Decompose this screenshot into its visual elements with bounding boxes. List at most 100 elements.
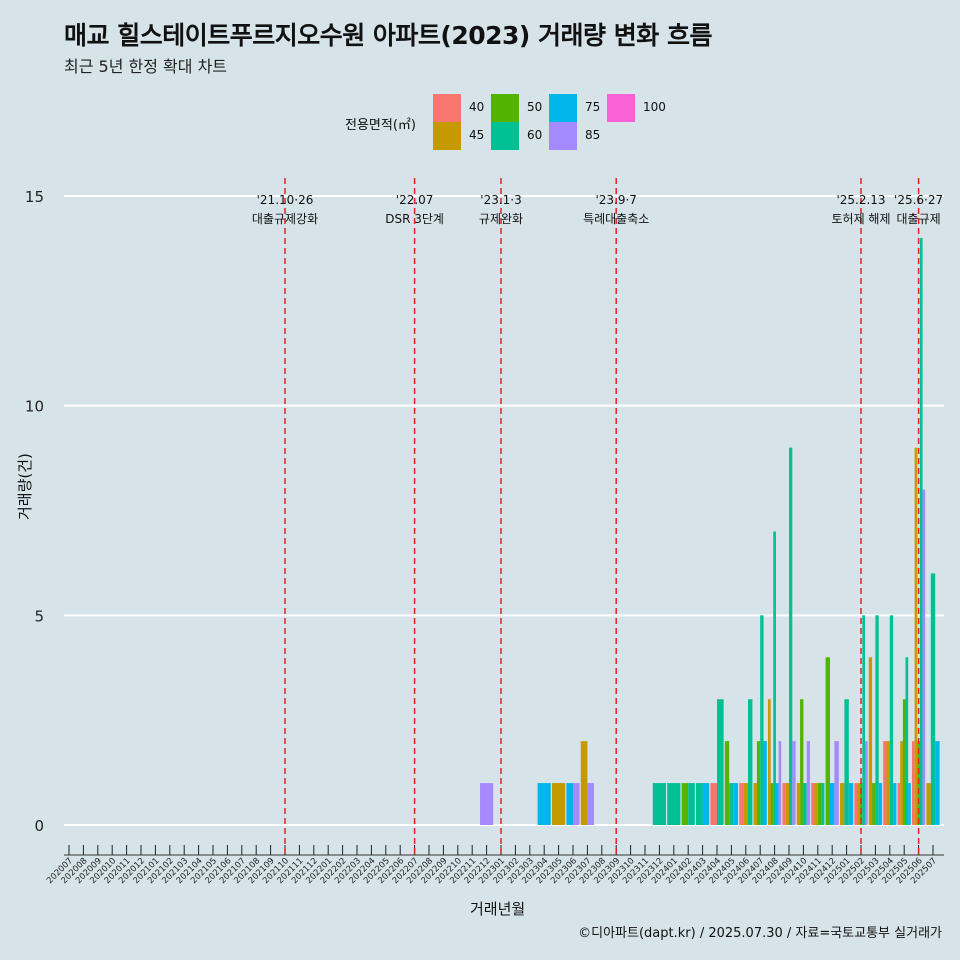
chart-subtitle: 최근 5년 한정 확대 차트 xyxy=(64,57,228,76)
bar-45-202504 xyxy=(886,741,890,825)
bar-60-202507 xyxy=(930,573,936,825)
bar-75-202412 xyxy=(829,783,835,825)
legend-label: 40 xyxy=(469,100,485,114)
bar-60-202312 xyxy=(652,783,667,825)
legend-swatch xyxy=(549,122,577,150)
bar-50-202407 xyxy=(756,741,761,825)
bar-85-202307 xyxy=(587,783,595,825)
legend-swatch xyxy=(549,94,577,122)
legend-title: 전용면적(㎡) xyxy=(345,118,416,133)
annotation-label: 규제완화 xyxy=(479,212,523,226)
bar-45-202409 xyxy=(785,783,789,825)
bar-85-202409 xyxy=(792,741,796,825)
bar-60-202410 xyxy=(803,783,807,825)
bar-45-202502 xyxy=(857,783,860,825)
annotation-label: DSR 3단계 xyxy=(385,212,444,226)
bar-45-202507 xyxy=(926,783,931,825)
bar-60-202402 xyxy=(688,783,695,825)
bar-60-202407 xyxy=(760,615,764,825)
bar-75-202405 xyxy=(733,783,739,825)
bar-45-202503 xyxy=(868,657,873,825)
bar-45-202305 xyxy=(551,783,566,825)
legend-label: 45 xyxy=(469,128,485,142)
bar-85-202408 xyxy=(778,741,782,825)
legend-label: 60 xyxy=(527,128,543,142)
bar-75-202304 xyxy=(537,783,551,825)
bar-50-202505 xyxy=(902,699,906,825)
y-tick-label: 10 xyxy=(25,398,44,416)
bar-75-202504 xyxy=(893,783,897,825)
bar-45-202505 xyxy=(900,741,903,825)
bar-50-202410 xyxy=(800,699,804,825)
bar-40-202504 xyxy=(883,741,887,825)
annotation-label: 대출규제 xyxy=(897,212,941,226)
legend-label: 100 xyxy=(643,100,666,114)
legend-swatch xyxy=(433,94,461,122)
bar-75-202501 xyxy=(848,783,854,825)
bar-45-202506 xyxy=(914,447,918,825)
bar-85-202212 xyxy=(479,783,494,825)
annotation-label: 특례대출축소 xyxy=(583,212,649,226)
bar-40-202409 xyxy=(782,783,786,825)
bar-60-202409 xyxy=(789,447,793,825)
bar-75-202408 xyxy=(775,783,779,825)
bar-45-202307 xyxy=(580,741,588,825)
bar-75-202503 xyxy=(878,783,883,825)
bar-45-202407 xyxy=(753,783,757,825)
bar-45-202410 xyxy=(796,783,801,825)
bar-40-202411 xyxy=(811,783,815,825)
bar-60-202411 xyxy=(821,783,825,825)
bar-40-202502 xyxy=(854,783,858,825)
bar-75-202507 xyxy=(935,741,940,825)
bar-75-202505 xyxy=(908,783,911,825)
bar-60-202404 xyxy=(717,699,724,825)
bar-50-202408 xyxy=(770,783,774,825)
bar-50-202405 xyxy=(724,741,730,825)
bar-85-202306 xyxy=(573,783,580,825)
y-tick-label: 15 xyxy=(25,188,44,206)
bar-60-202504 xyxy=(889,615,894,825)
annotation-date: '22.07 xyxy=(396,193,434,207)
bar-75-202403 xyxy=(702,783,710,825)
bar-60-202406 xyxy=(748,699,753,825)
bar-45-202408 xyxy=(767,699,771,825)
y-tick-label: 0 xyxy=(34,817,44,835)
bar-40-202404 xyxy=(710,783,717,825)
bar-50-202502 xyxy=(859,783,863,825)
bar-85-202502 xyxy=(864,741,868,825)
bar-60-202502 xyxy=(862,615,865,825)
bar-60-202506 xyxy=(919,237,923,825)
annotation-date: '23.1·3 xyxy=(480,193,521,207)
bar-50-202411 xyxy=(817,783,822,825)
legend-swatch xyxy=(607,94,635,122)
bar-45-202501 xyxy=(839,783,845,825)
bar-45-202406 xyxy=(743,783,749,825)
legend-swatch xyxy=(491,122,519,150)
bar-50-202402 xyxy=(681,783,689,825)
bar-75-202407 xyxy=(763,741,767,825)
bar-85-202410 xyxy=(806,741,811,825)
y-tick-label: 5 xyxy=(34,607,44,625)
bar-50-202412 xyxy=(825,657,830,825)
bar-60-202401 xyxy=(667,783,681,825)
legend-label: 50 xyxy=(527,100,543,114)
annotation-date: '23.9·7 xyxy=(595,193,636,207)
chart-title: 매교 힐스테이트푸르지오수원 아파트(2023) 거래량 변화 흐름 xyxy=(64,21,712,50)
source-caption: ©디아파트(dapt.kr) / 2025.07.30 / 자료=국토교통부 실… xyxy=(578,926,942,941)
annotation-label: 토허제 해제 xyxy=(831,212,890,226)
legend-swatch xyxy=(491,94,519,122)
bar-40-202506 xyxy=(911,741,915,825)
x-axis-label: 거래년월 xyxy=(470,900,526,918)
legend-swatch xyxy=(433,122,461,150)
bar-60-202505 xyxy=(905,657,909,825)
bar-60-202503 xyxy=(875,615,879,825)
annotation-date: '25.6·27 xyxy=(894,193,943,207)
bar-75-202306 xyxy=(566,783,573,825)
annotation-label: 대출규제강화 xyxy=(252,212,318,226)
legend-label: 85 xyxy=(585,128,601,142)
bar-40-202505 xyxy=(897,783,901,825)
annotation-date: '21.10·26 xyxy=(257,193,314,207)
bar-85-202506 xyxy=(922,489,926,825)
bar-60-202408 xyxy=(773,531,776,825)
bar-85-202412 xyxy=(834,741,839,825)
